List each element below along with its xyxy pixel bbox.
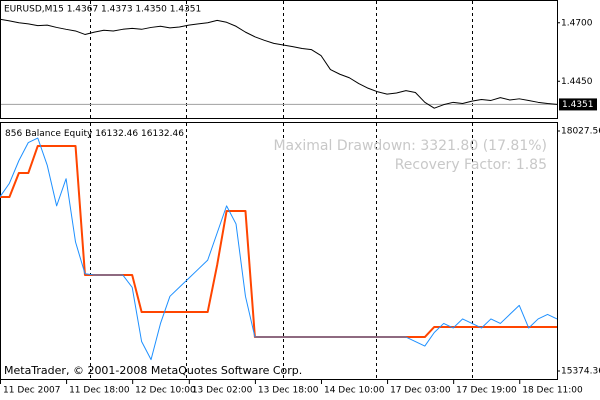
y-tick-label: 1.4450 <box>561 77 593 87</box>
x-tick-label: 14 Dec 10:00 <box>324 386 385 396</box>
y-tick-label: 15374.36 <box>561 367 600 377</box>
equity-pane <box>0 122 558 380</box>
price-marker <box>559 98 597 111</box>
y-tick-label: 18027.56 <box>561 127 600 137</box>
x-tick-label: 17 Dec 19:00 <box>456 386 517 396</box>
equity-header: 856 Balance Equity 16132.46 16132.46 <box>5 129 184 139</box>
annotation: Maximal Drawdown: 3321.80 (17.81%) <box>273 138 547 154</box>
x-tick-label: 13 Dec 02:00 <box>192 386 253 396</box>
x-tick-label: 12 Dec 10:00 <box>135 386 196 396</box>
series-line <box>0 137 558 361</box>
legend-entry: Balance <box>25 129 61 139</box>
vertical-separators <box>90 1 473 379</box>
x-tick-label: 11 Dec 2007 <box>3 386 61 396</box>
footer: MetaTrader, © 2001-2008 MetaQuotes Softw… <box>4 364 302 377</box>
price-marker-label: 1.4351 <box>562 100 594 110</box>
x-tick-label: 11 Dec 18:00 <box>69 386 130 396</box>
x-tick-label: 13 Dec 18:00 <box>258 386 319 396</box>
legend-value: 16132.46 <box>95 129 138 139</box>
legend-entry: Equity <box>64 129 93 139</box>
price-title: EURUSD,M15 1.4367 1.4373 1.4350 1.4351 <box>4 5 201 15</box>
annotation: Recovery Factor: 1.85 <box>395 157 547 173</box>
y-tick-label: 1.4700 <box>561 18 593 28</box>
header-id: 856 <box>5 129 22 139</box>
legend-value: 16132.46 <box>141 129 184 139</box>
x-tick-label: 17 Dec 03:00 <box>390 386 451 396</box>
price-pane <box>0 0 558 119</box>
x-tick-label: 18 Dec 11:00 <box>522 386 583 396</box>
series-line <box>0 18 558 109</box>
